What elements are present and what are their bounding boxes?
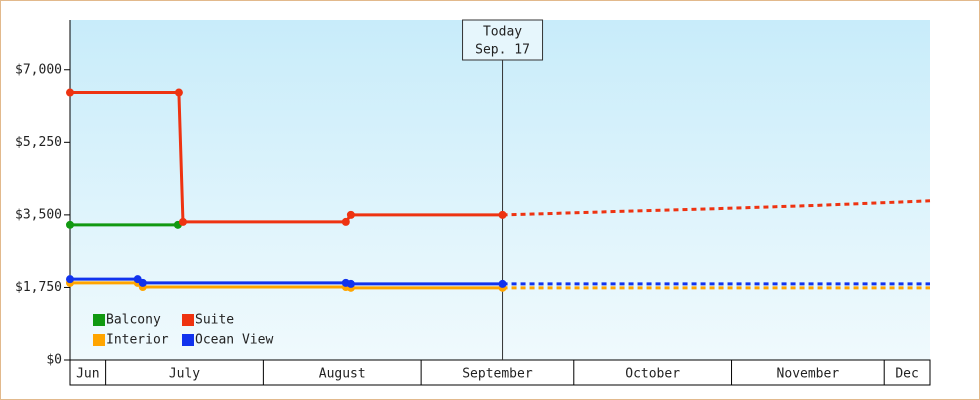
y-tick-label: $5,250 [15,135,62,150]
point [346,279,355,288]
point [66,88,74,97]
y-tick-label: $1,750 [15,280,62,295]
legend-swatch [93,314,105,326]
y-tick-label: $7,000 [15,62,62,77]
point [174,88,183,97]
series-line [70,91,503,224]
point [346,210,355,219]
x-axis-band [69,359,931,386]
x-tick-label: July [169,367,200,382]
point [178,217,187,226]
point [498,279,507,288]
legend-label: Interior [106,333,169,348]
x-tick-label: August [319,367,366,382]
y-tick-label: $0 [46,353,62,368]
point [138,278,147,287]
legend-swatch [182,314,194,326]
legend-label: Balcony [106,313,161,328]
x-tick-label: Dec [895,367,918,382]
today-box [462,19,544,61]
series-line [70,277,503,286]
series-line [70,281,503,290]
x-tick-label: November [777,367,840,382]
y-tick-label: $3,500 [15,207,62,222]
today-date: Sep. 17 [475,43,530,58]
point [66,275,74,284]
plot-area [70,20,930,360]
forecast-line [502,199,931,217]
legend-swatch [93,334,105,346]
x-tick-label: Jun [76,367,99,382]
point [498,210,507,219]
today-label: Today [483,25,522,40]
x-tick-label: September [462,367,533,382]
legend-label: Suite [195,313,234,328]
x-tick-label: October [625,367,680,382]
point [341,217,350,226]
legend-label: Ocean View [195,333,273,348]
point [66,220,74,229]
legend-swatch [182,334,194,346]
